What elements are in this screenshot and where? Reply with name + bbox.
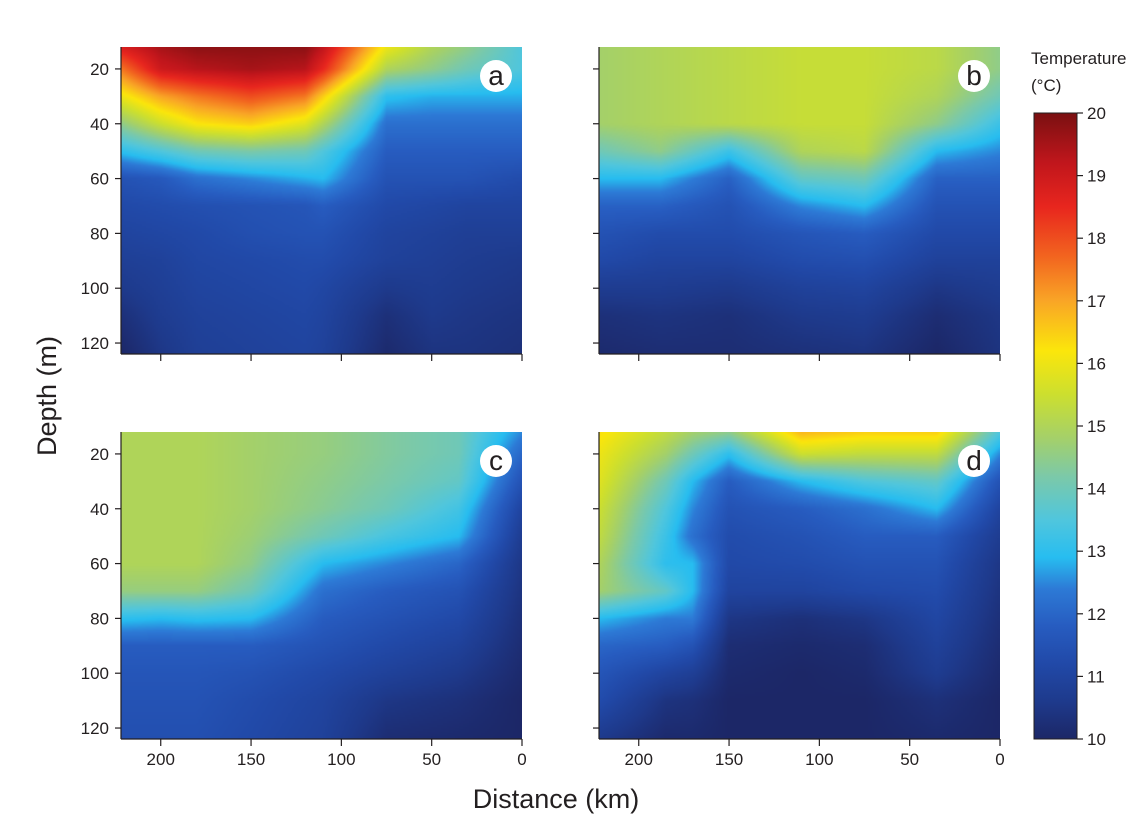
heatmap-a [121,47,522,354]
heatmap-d [599,432,1000,739]
colorbar-gradient [1033,112,1078,740]
x-tick-label: 50 [900,750,919,769]
x-tick-label: 100 [805,750,833,769]
y-tick-label: 120 [81,719,109,738]
panel-d-badge [958,445,990,477]
colorbar-tick-label: 14 [1087,480,1106,499]
colorbar: Temperature (°C) 10 11 12 13 14 15 16 17 18 19 20 [1031,49,1126,749]
x-tick-label: 0 [517,750,526,769]
panels-layer: 20 40 60 80 100 120 a b 20 40 60 80 100 120 200 150 100 5… [81,47,1005,769]
panel-c-badge [480,445,512,477]
x-tick-label: 150 [715,750,743,769]
x-tick-label: 0 [995,750,1004,769]
x-tick-label: 50 [422,750,441,769]
colorbar-tick-label: 19 [1087,167,1106,186]
panel-d: 200 150 100 50 0 d [593,432,1005,769]
y-axis-title: Depth (m) [32,336,62,456]
y-tick-label: 120 [81,334,109,353]
colorbar-tick-label: 17 [1087,292,1106,311]
y-tick-label: 60 [90,170,109,189]
panel-b: b [593,47,1001,361]
colorbar-tick-label: 10 [1087,730,1106,749]
colorbar-tick-label: 13 [1087,542,1106,561]
colorbar-tick-label: 11 [1087,667,1105,686]
y-tick-label: 80 [90,609,109,628]
colorbar-ticks: 10 11 12 13 14 15 16 17 18 19 20 [1077,104,1106,749]
panel-c-label: c [489,445,503,476]
y-tick-label: 20 [90,60,109,79]
panel-c: 20 40 60 80 100 120 200 150 100 50 0 c [81,432,527,769]
x-tick-label: 200 [625,750,653,769]
colorbar-tick-label: 16 [1087,354,1106,373]
colorbar-tick-label: 20 [1087,104,1106,123]
x-tick-label: 200 [147,750,175,769]
x-tick-label: 150 [237,750,265,769]
panel-b-badge [958,60,990,92]
colorbar-title-line-1: Temperature [1031,49,1126,68]
y-tick-label: 80 [90,224,109,243]
heatmap-b [599,47,1000,354]
heatmap-c [121,432,522,739]
y-tick-label: 60 [90,555,109,574]
x-axis-title: Distance (km) [473,784,640,814]
panel-a-label: a [488,60,504,91]
panel-b-label: b [966,60,982,91]
y-tick-label: 40 [90,115,109,134]
y-tick-label: 100 [81,664,109,683]
y-tick-label: 40 [90,500,109,519]
colorbar-tick-label: 12 [1087,605,1106,624]
panel-d-label: d [966,445,982,476]
panel-a: 20 40 60 80 100 120 a [81,47,523,361]
y-tick-label: 100 [81,279,109,298]
colorbar-tick-label: 18 [1087,229,1106,248]
colorbar-tick-label: 15 [1087,417,1106,436]
colorbar-title-line-2: (°C) [1031,76,1061,95]
panel-a-badge [480,60,512,92]
x-tick-label: 100 [327,750,355,769]
y-tick-label: 20 [90,445,109,464]
